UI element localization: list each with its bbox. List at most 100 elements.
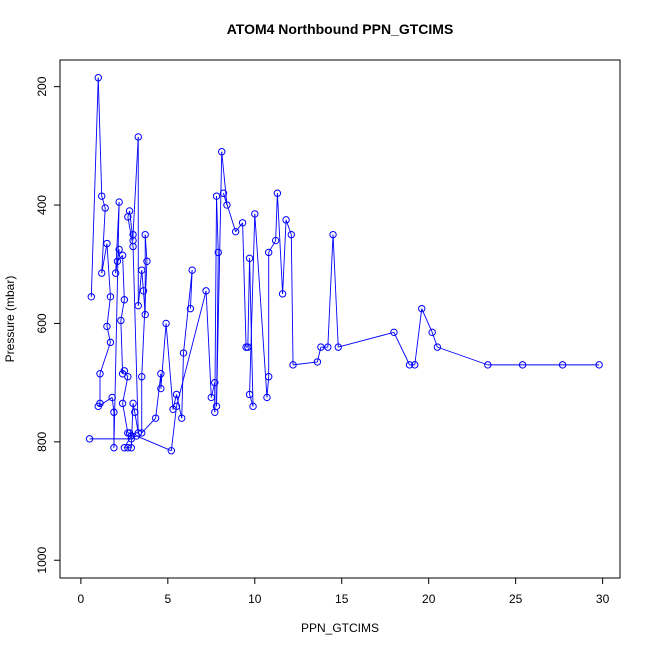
series-0-segment-55 [181,353,184,419]
series-0-segment-24 [122,376,129,404]
series-1-point-3 [167,447,176,455]
series-0-segment-31 [130,403,134,448]
y-tick-label-200: 200 [35,76,49,96]
series-0-point-40 [134,133,142,141]
series-0-segment-12 [111,397,115,413]
series-0-point-57 [188,266,196,274]
series-1-point-10 [214,248,222,257]
chart-title: ATOM4 Northbound PPN_GTCIMS [227,21,454,37]
x-tick-label-10: 10 [248,592,262,606]
series-1-point-32 [313,358,322,366]
series-1-segment-37 [393,332,410,366]
series-0-segment-52 [165,323,174,410]
x-tick-label-30: 30 [596,592,610,606]
y-tick-label-600: 600 [35,313,49,333]
series-0-point-52 [162,319,170,328]
series-1-segment-30 [290,234,294,365]
series-1-segment-36 [338,331,395,348]
x-tick-label-20: 20 [422,592,436,606]
series-0-point-23 [120,367,129,375]
series-1-point-27 [273,189,282,197]
series-1-point-5 [202,287,210,295]
series-0-point-56 [179,349,188,357]
series-1-point-29 [282,216,290,224]
series-0-segment-19 [122,255,125,300]
series-0-point-46 [143,257,151,265]
series-1-point-23 [263,393,271,402]
series-0-segment-35 [127,216,134,247]
series-0-segment-34 [132,246,139,433]
series-1-segment-41 [431,332,438,348]
series-0-point-7 [103,322,111,331]
series-1-point-9 [212,192,221,200]
series-0-point-51 [157,384,165,393]
series-0-segment-7 [106,326,111,343]
series-1-point-11 [212,402,221,411]
series-1-segment-26 [275,193,278,241]
series-0-point-5 [103,239,111,248]
series-0-segment-56 [183,270,193,354]
y-tick-label-400: 400 [35,195,49,215]
series-1-point-14 [219,189,228,197]
series-1-segment-28 [282,219,287,294]
series-0-segment-17 [116,249,120,262]
y-axis-label: Pressure (mbar) [3,276,17,363]
series-0-point-17 [115,245,123,254]
series-0-point-9 [96,370,104,378]
series-1-segment-9 [216,196,219,253]
series-0-point-13 [110,408,118,416]
series-0-segment-18 [117,255,123,262]
series-1-point-16 [238,219,247,227]
series-1-segment-18 [247,258,251,348]
series-1-point-21 [245,390,254,399]
series-1-point-35 [329,230,337,239]
series-1-segment-4 [176,290,207,407]
series-0-segment-0 [90,77,99,297]
x-tick-label-15: 15 [335,592,349,606]
series-0-point-24 [124,373,132,381]
series-0-point-21 [117,316,125,325]
series-1-point-31 [289,361,297,369]
series-1-point-15 [231,227,240,236]
series-0-point-11 [94,402,102,411]
series-0-point-14 [110,444,118,452]
series-0-point-42 [138,266,146,274]
series-0-point-6 [106,293,115,301]
series-0-point-47 [138,373,146,381]
series-1-segment-25 [268,240,277,253]
series-1-segment-42 [437,346,488,366]
series-1-segment-3 [170,406,177,451]
series-1-point-4 [172,402,181,411]
series-1-point-2 [132,432,141,440]
series-0-segment-32 [132,403,136,413]
series-0-point-41 [134,301,142,310]
series-1-segment-32 [316,347,322,363]
series-1-point-33 [317,343,325,351]
series-0-point-0 [87,293,96,301]
series-0-point-45 [141,230,149,239]
series-0-segment-37 [129,210,134,241]
series-0-segment-8 [99,342,111,374]
series-0-segment-4 [101,243,108,274]
series-0-point-25 [118,399,127,408]
series-0-segment-15 [115,202,120,274]
series-1-point-38 [405,361,414,369]
series-1-point-24 [264,373,273,381]
series-1-point-34 [324,343,332,351]
series-0-segment-54 [176,394,183,419]
series-1-point-22 [251,210,259,218]
series-1-segment-29 [285,219,292,235]
series-0-point-49 [151,414,160,422]
series-0-point-54 [172,390,181,399]
series-0-point-32 [129,399,137,408]
series-1-segment-2 [136,435,172,452]
series-0-point-29 [120,444,129,452]
series-0-point-31 [127,444,136,452]
series-0-segment-51 [160,323,167,389]
series-0-point-4 [98,269,106,277]
series-1-segment-12 [221,151,228,206]
series-1-point-26 [271,236,280,245]
series-0-point-58 [186,304,195,313]
series-1-point-39 [411,361,419,369]
